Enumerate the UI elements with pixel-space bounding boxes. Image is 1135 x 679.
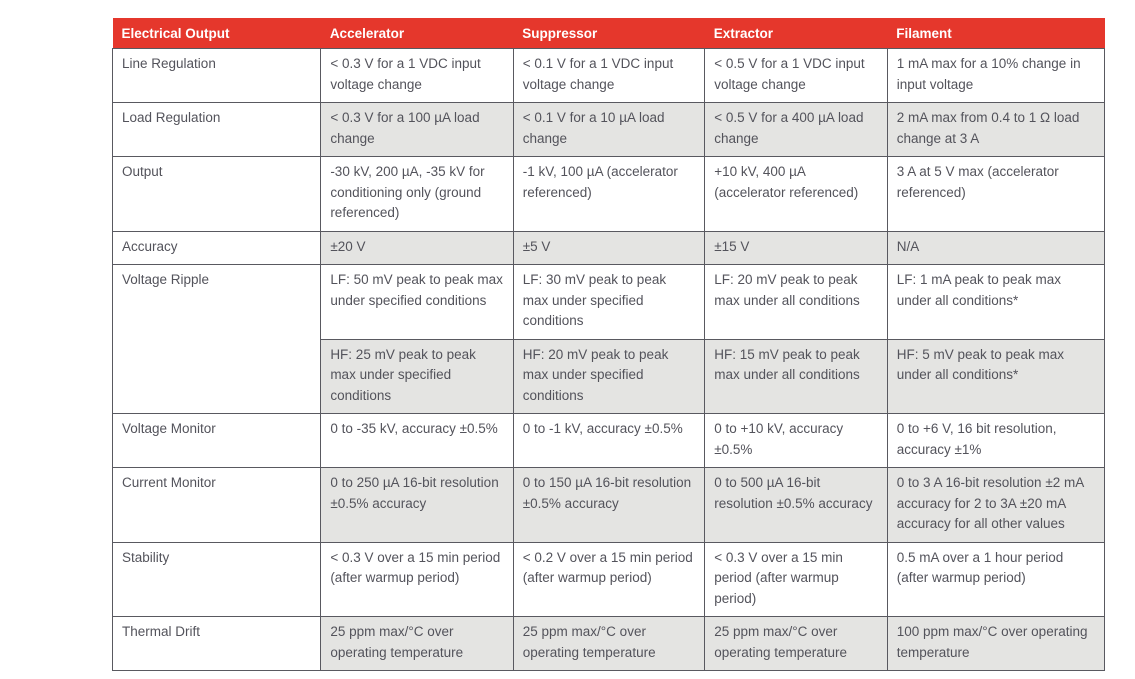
row-label: Stability: [111, 541, 322, 617]
spec-cell: +10 kV, 400 µA (accelerator referenced): [704, 156, 888, 232]
column-header: Filament: [887, 18, 1105, 49]
spec-cell: 100 ppm max/°C over operating temperatur…: [886, 616, 1106, 671]
spec-cell: ±5 V: [512, 230, 706, 265]
table-row: Line Regulation < 0.3 V for a 1 VDC input…: [111, 48, 1106, 103]
spec-cell: HF: 20 mV peak to peak max under specifi…: [512, 338, 706, 414]
spec-cell: 25 ppm max/°C over operating temperature: [320, 616, 514, 671]
row-label: Voltage Monitor: [111, 413, 322, 468]
table-row: Voltage Monitor 0 to -35 kV, accuracy ±0.…: [111, 413, 1106, 468]
spec-cell: 0.5 mA over a 1 hour period (after warmu…: [886, 541, 1106, 617]
spec-cell: < 0.3 V for a 100 µA load change: [320, 102, 514, 157]
spec-cell: 25 ppm max/°C over operating temperature: [704, 616, 888, 671]
row-label: Load Regulation: [111, 102, 322, 157]
spec-cell: < 0.5 V for a 400 µA load change: [704, 102, 888, 157]
table-body: Line Regulation < 0.3 V for a 1 VDC input…: [111, 48, 1106, 671]
spec-cell: 25 ppm max/°C over operating temperature: [512, 616, 706, 671]
spec-cell: 0 to 250 µA 16-bit resolution ±0.5% accu…: [320, 467, 514, 543]
spec-cell: 2 mA max from 0.4 to 1 Ω load change at …: [886, 102, 1106, 157]
spec-cell: HF: 25 mV peak to peak max under specifi…: [320, 338, 514, 414]
spec-cell: < 0.5 V for a 1 VDC input voltage change: [704, 48, 888, 103]
spec-cell: 3 A at 5 V max (accelerator referenced): [886, 156, 1106, 232]
row-label: Output: [111, 156, 322, 232]
spec-cell: LF: 1 mA peak to peak max under all cond…: [886, 264, 1106, 340]
table-header: Electrical Output Accelerator Suppressor Ex…: [112, 18, 1105, 49]
row-label: Thermal Drift: [111, 616, 322, 671]
table-row: Load Regulation < 0.3 V for a 100 µA load…: [111, 102, 1106, 157]
spec-cell: -30 kV, 200 µA, -35 kV for conditioning …: [320, 156, 514, 232]
spec-cell: N/A: [886, 230, 1106, 265]
spec-cell: HF: 15 mV peak to peak max under all con…: [704, 338, 888, 414]
spec-cell: < 0.3 V for a 1 VDC input voltage change: [320, 48, 514, 103]
spec-cell: < 0.1 V for a 10 µA load change: [512, 102, 706, 157]
spec-cell: -1 kV, 100 µA (accelerator referenced): [512, 156, 706, 232]
spec-cell: 0 to +10 kV, accuracy ±0.5%: [704, 413, 888, 468]
row-label: Voltage Ripple: [111, 264, 322, 414]
spec-cell: < 0.2 V over a 15 min period (after warm…: [512, 541, 706, 617]
row-label: Current Monitor: [111, 467, 322, 543]
electrical-output-specs-table: Electrical Output Accelerator Suppressor Ex…: [111, 18, 1106, 671]
spec-cell: LF: 30 mV peak to peak max under specifi…: [512, 264, 706, 340]
row-label: Line Regulation: [111, 48, 322, 103]
row-label: Accuracy: [111, 230, 322, 265]
spec-cell: < 0.3 V over a 15 min period (after warm…: [704, 541, 888, 617]
table-row: Output -30 kV, 200 µA, -35 kV for conditi…: [111, 156, 1106, 232]
table-row: Voltage Ripple LF: 50 mV peak to peak max…: [111, 264, 1106, 414]
column-header: Suppressor: [513, 18, 705, 49]
spec-cell: 0 to 500 µA 16-bit resolution ±0.5% accu…: [704, 467, 888, 543]
header-row: Electrical Output Accelerator Suppressor Ex…: [112, 18, 1105, 49]
spec-cell: ±15 V: [704, 230, 888, 265]
spec-cell: < 0.1 V for a 1 VDC input voltage change: [512, 48, 706, 103]
spec-cell: 0 to 3 A 16-bit resolution ±2 mA accurac…: [886, 467, 1106, 543]
spec-cell: 0 to -35 kV, accuracy ±0.5%: [320, 413, 514, 468]
spec-cell: 0 to +6 V, 16 bit resolution, accuracy ±…: [886, 413, 1106, 468]
table-row: Thermal Drift 25 ppm max/°C over operatin…: [111, 616, 1106, 671]
spec-cell: LF: 50 mV peak to peak max under specifi…: [320, 264, 514, 340]
table-row: Accuracy ±20 V ±5 V ±15 V N/A: [111, 230, 1106, 265]
table-row: HF: 25 mV peak to peak max under specifi…: [113, 338, 1106, 414]
spec-cell: < 0.3 V over a 15 min period (after warm…: [320, 541, 514, 617]
column-header: Electrical Output: [112, 18, 321, 49]
column-header: Extractor: [704, 18, 888, 49]
spec-cell: 0 to 150 µA 16-bit resolution ±0.5% accu…: [512, 467, 706, 543]
table-row: Current Monitor 0 to 250 µA 16-bit resolu…: [111, 467, 1106, 543]
table-row: Stability < 0.3 V over a 15 min period (a…: [111, 541, 1106, 617]
spec-cell: 1 mA max for a 10% change in input volta…: [886, 48, 1106, 103]
column-header: Accelerator: [320, 18, 514, 49]
spec-cell: LF: 20 mV peak to peak max under all con…: [704, 264, 888, 340]
spec-cell: 0 to -1 kV, accuracy ±0.5%: [512, 413, 706, 468]
spec-cell: HF: 5 mV peak to peak max under all cond…: [886, 338, 1106, 414]
spec-cell: ±20 V: [320, 230, 514, 265]
